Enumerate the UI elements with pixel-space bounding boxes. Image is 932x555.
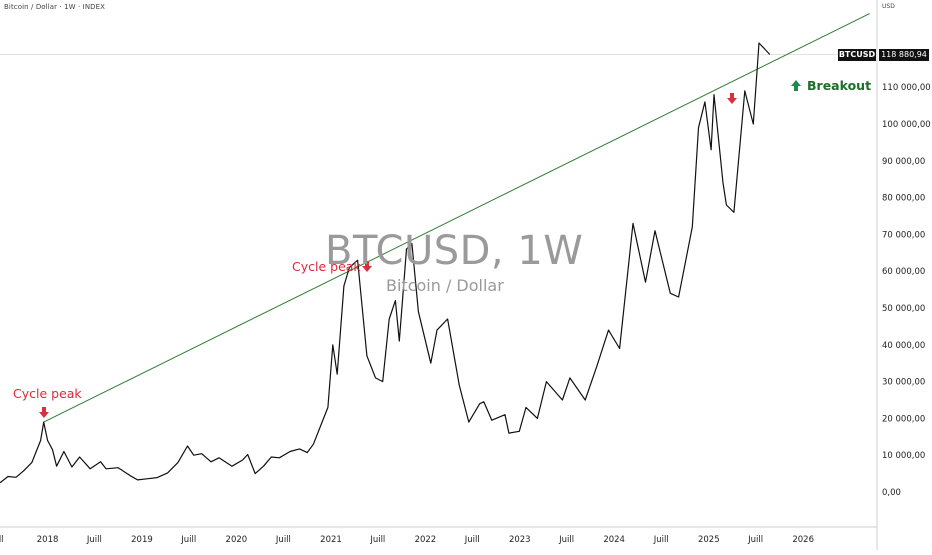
- x-tick-label: 2018: [37, 535, 59, 545]
- y-tick-label: 50 000,00: [882, 304, 925, 314]
- y-tick-label: 10 000,00: [882, 451, 925, 461]
- y-tick-label: 30 000,00: [882, 378, 925, 388]
- x-tick-label: Juill: [747, 535, 763, 545]
- tick-labels: 0,00 10 000,00 20 000,00 30 000,00 40 000,00…: [0, 83, 931, 545]
- x-tick-label: Juill: [464, 535, 480, 545]
- x-tick-label: 2025: [698, 535, 720, 545]
- currency-label: USD: [882, 3, 895, 10]
- breakout-label: Breakout: [807, 78, 872, 93]
- x-tick-label: Juill: [558, 535, 574, 545]
- watermark-name: Bitcoin / Dollar: [386, 276, 504, 295]
- x-tick-label: ill: [0, 535, 4, 545]
- y-tick-label: 80 000,00: [882, 194, 925, 204]
- x-tick-label: 2024: [603, 535, 625, 545]
- price-tag-value: 118 880,94: [879, 49, 929, 61]
- y-tick-label: 40 000,00: [882, 341, 925, 351]
- x-tick-label: 2023: [509, 535, 531, 545]
- x-tick-label: Juill: [369, 535, 385, 545]
- x-tick-label: 2026: [792, 535, 814, 545]
- y-tick-label: 60 000,00: [882, 267, 925, 277]
- series-layer: [0, 13, 877, 484]
- price-tag-symbol: BTCUSD: [838, 49, 876, 61]
- x-tick-label: Juill: [653, 535, 669, 545]
- x-tick-label: Juill: [86, 535, 102, 545]
- trendline: [43, 13, 870, 423]
- y-tick-label: 20 000,00: [882, 414, 925, 424]
- x-tick-label: 2020: [226, 535, 248, 545]
- y-tick-label: 110 000,00: [882, 83, 931, 93]
- x-tick-label: Juill: [180, 535, 196, 545]
- y-tick-label: 100 000,00: [882, 120, 931, 130]
- x-tick-label: 2021: [320, 535, 342, 545]
- watermark-symbol: BTCUSD, 1W: [325, 228, 584, 274]
- chart-header-title: Bitcoin / Dollar · 1W · INDEX: [4, 3, 106, 11]
- x-tick-label: 2019: [131, 535, 153, 545]
- y-tick-label: 70 000,00: [882, 230, 925, 240]
- cycle-peak-label-1: Cycle peak: [13, 386, 82, 401]
- cycle-peak-label-2: Cycle peak: [292, 259, 361, 274]
- x-tick-label: Juill: [275, 535, 291, 545]
- peak-arrow-icon: [39, 407, 49, 418]
- peak-arrow-icon: [727, 93, 737, 104]
- y-tick-label: 0,00: [882, 488, 901, 498]
- x-tick-label: 2022: [415, 535, 437, 545]
- y-tick-label: 90 000,00: [882, 157, 925, 167]
- breakout-arrow-icon: [791, 80, 801, 91]
- peak-arrow-icon: [362, 261, 372, 272]
- price-series-line: [0, 42, 771, 484]
